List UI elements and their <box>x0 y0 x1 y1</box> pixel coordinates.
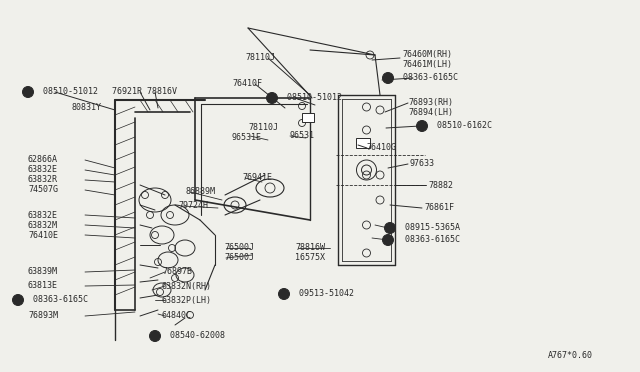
Text: 08915-5365A: 08915-5365A <box>390 224 460 232</box>
Text: S: S <box>16 298 20 302</box>
Text: 76861F: 76861F <box>424 203 454 212</box>
Text: 09513-51042: 09513-51042 <box>284 289 354 298</box>
Circle shape <box>13 295 24 305</box>
Text: 76921R 78816V: 76921R 78816V <box>112 87 177 96</box>
Circle shape <box>266 93 278 103</box>
Text: S: S <box>386 237 390 243</box>
Text: 78882: 78882 <box>428 180 453 189</box>
Text: 76500J: 76500J <box>224 244 254 253</box>
Text: 79724H: 79724H <box>178 202 208 211</box>
Text: 16575X: 16575X <box>295 253 325 263</box>
Text: 64840C: 64840C <box>162 311 192 321</box>
Text: 76941E: 76941E <box>242 173 272 183</box>
Circle shape <box>383 234 394 246</box>
Text: 08510-51012: 08510-51012 <box>28 87 98 96</box>
Text: 62866A: 62866A <box>28 155 58 164</box>
Text: 63832E: 63832E <box>28 166 58 174</box>
Text: 76410G: 76410G <box>366 144 396 153</box>
Text: 78816W: 78816W <box>295 244 325 253</box>
Text: 63832N(RH): 63832N(RH) <box>162 282 212 291</box>
Text: 78110J: 78110J <box>245 54 275 62</box>
Text: 76893(RH): 76893(RH) <box>408 99 453 108</box>
Text: 08540-62008: 08540-62008 <box>155 331 225 340</box>
Circle shape <box>22 87 33 97</box>
Text: S: S <box>420 124 424 128</box>
Text: 63813E: 63813E <box>28 282 58 291</box>
Text: 08363-6165C: 08363-6165C <box>390 235 460 244</box>
Text: 76410E: 76410E <box>28 231 58 240</box>
Text: 76897B: 76897B <box>162 267 192 276</box>
Text: 97633: 97633 <box>410 160 435 169</box>
Text: 08363-6165C: 08363-6165C <box>388 74 458 83</box>
Text: S: S <box>153 334 157 339</box>
Text: 78110J: 78110J <box>248 124 278 132</box>
Text: 76894(LH): 76894(LH) <box>408 109 453 118</box>
Text: 63832P(LH): 63832P(LH) <box>162 295 212 305</box>
Text: 86889M: 86889M <box>186 187 216 196</box>
Bar <box>302 113 314 122</box>
Text: 63832E: 63832E <box>28 211 58 219</box>
Text: S: S <box>26 90 30 94</box>
Text: 63832R: 63832R <box>28 176 58 185</box>
Text: 76500J: 76500J <box>224 253 254 263</box>
Circle shape <box>385 222 396 234</box>
Text: 96531: 96531 <box>290 131 315 141</box>
Circle shape <box>383 73 394 83</box>
Text: S: S <box>282 292 286 296</box>
Text: 63832M: 63832M <box>28 221 58 230</box>
Circle shape <box>150 330 161 341</box>
Text: 80831Y: 80831Y <box>72 103 102 112</box>
Text: 76893M: 76893M <box>28 311 58 321</box>
Text: 96531E: 96531E <box>232 134 262 142</box>
Circle shape <box>417 121 428 131</box>
Bar <box>356 138 370 148</box>
Text: W: W <box>387 225 393 231</box>
Text: 63839M: 63839M <box>28 267 58 276</box>
Text: S: S <box>269 96 275 100</box>
Text: S: S <box>386 76 390 80</box>
Text: 08510-51012: 08510-51012 <box>272 93 342 103</box>
Text: 76410F: 76410F <box>232 80 262 89</box>
Text: 08510-6162C: 08510-6162C <box>422 122 492 131</box>
Text: 74507G: 74507G <box>28 186 58 195</box>
Circle shape <box>278 289 289 299</box>
Text: A767*0.60: A767*0.60 <box>548 350 593 359</box>
Text: 08363-6165C: 08363-6165C <box>18 295 88 305</box>
Text: 76460M(RH): 76460M(RH) <box>402 51 452 60</box>
Text: 76461M(LH): 76461M(LH) <box>402 61 452 70</box>
